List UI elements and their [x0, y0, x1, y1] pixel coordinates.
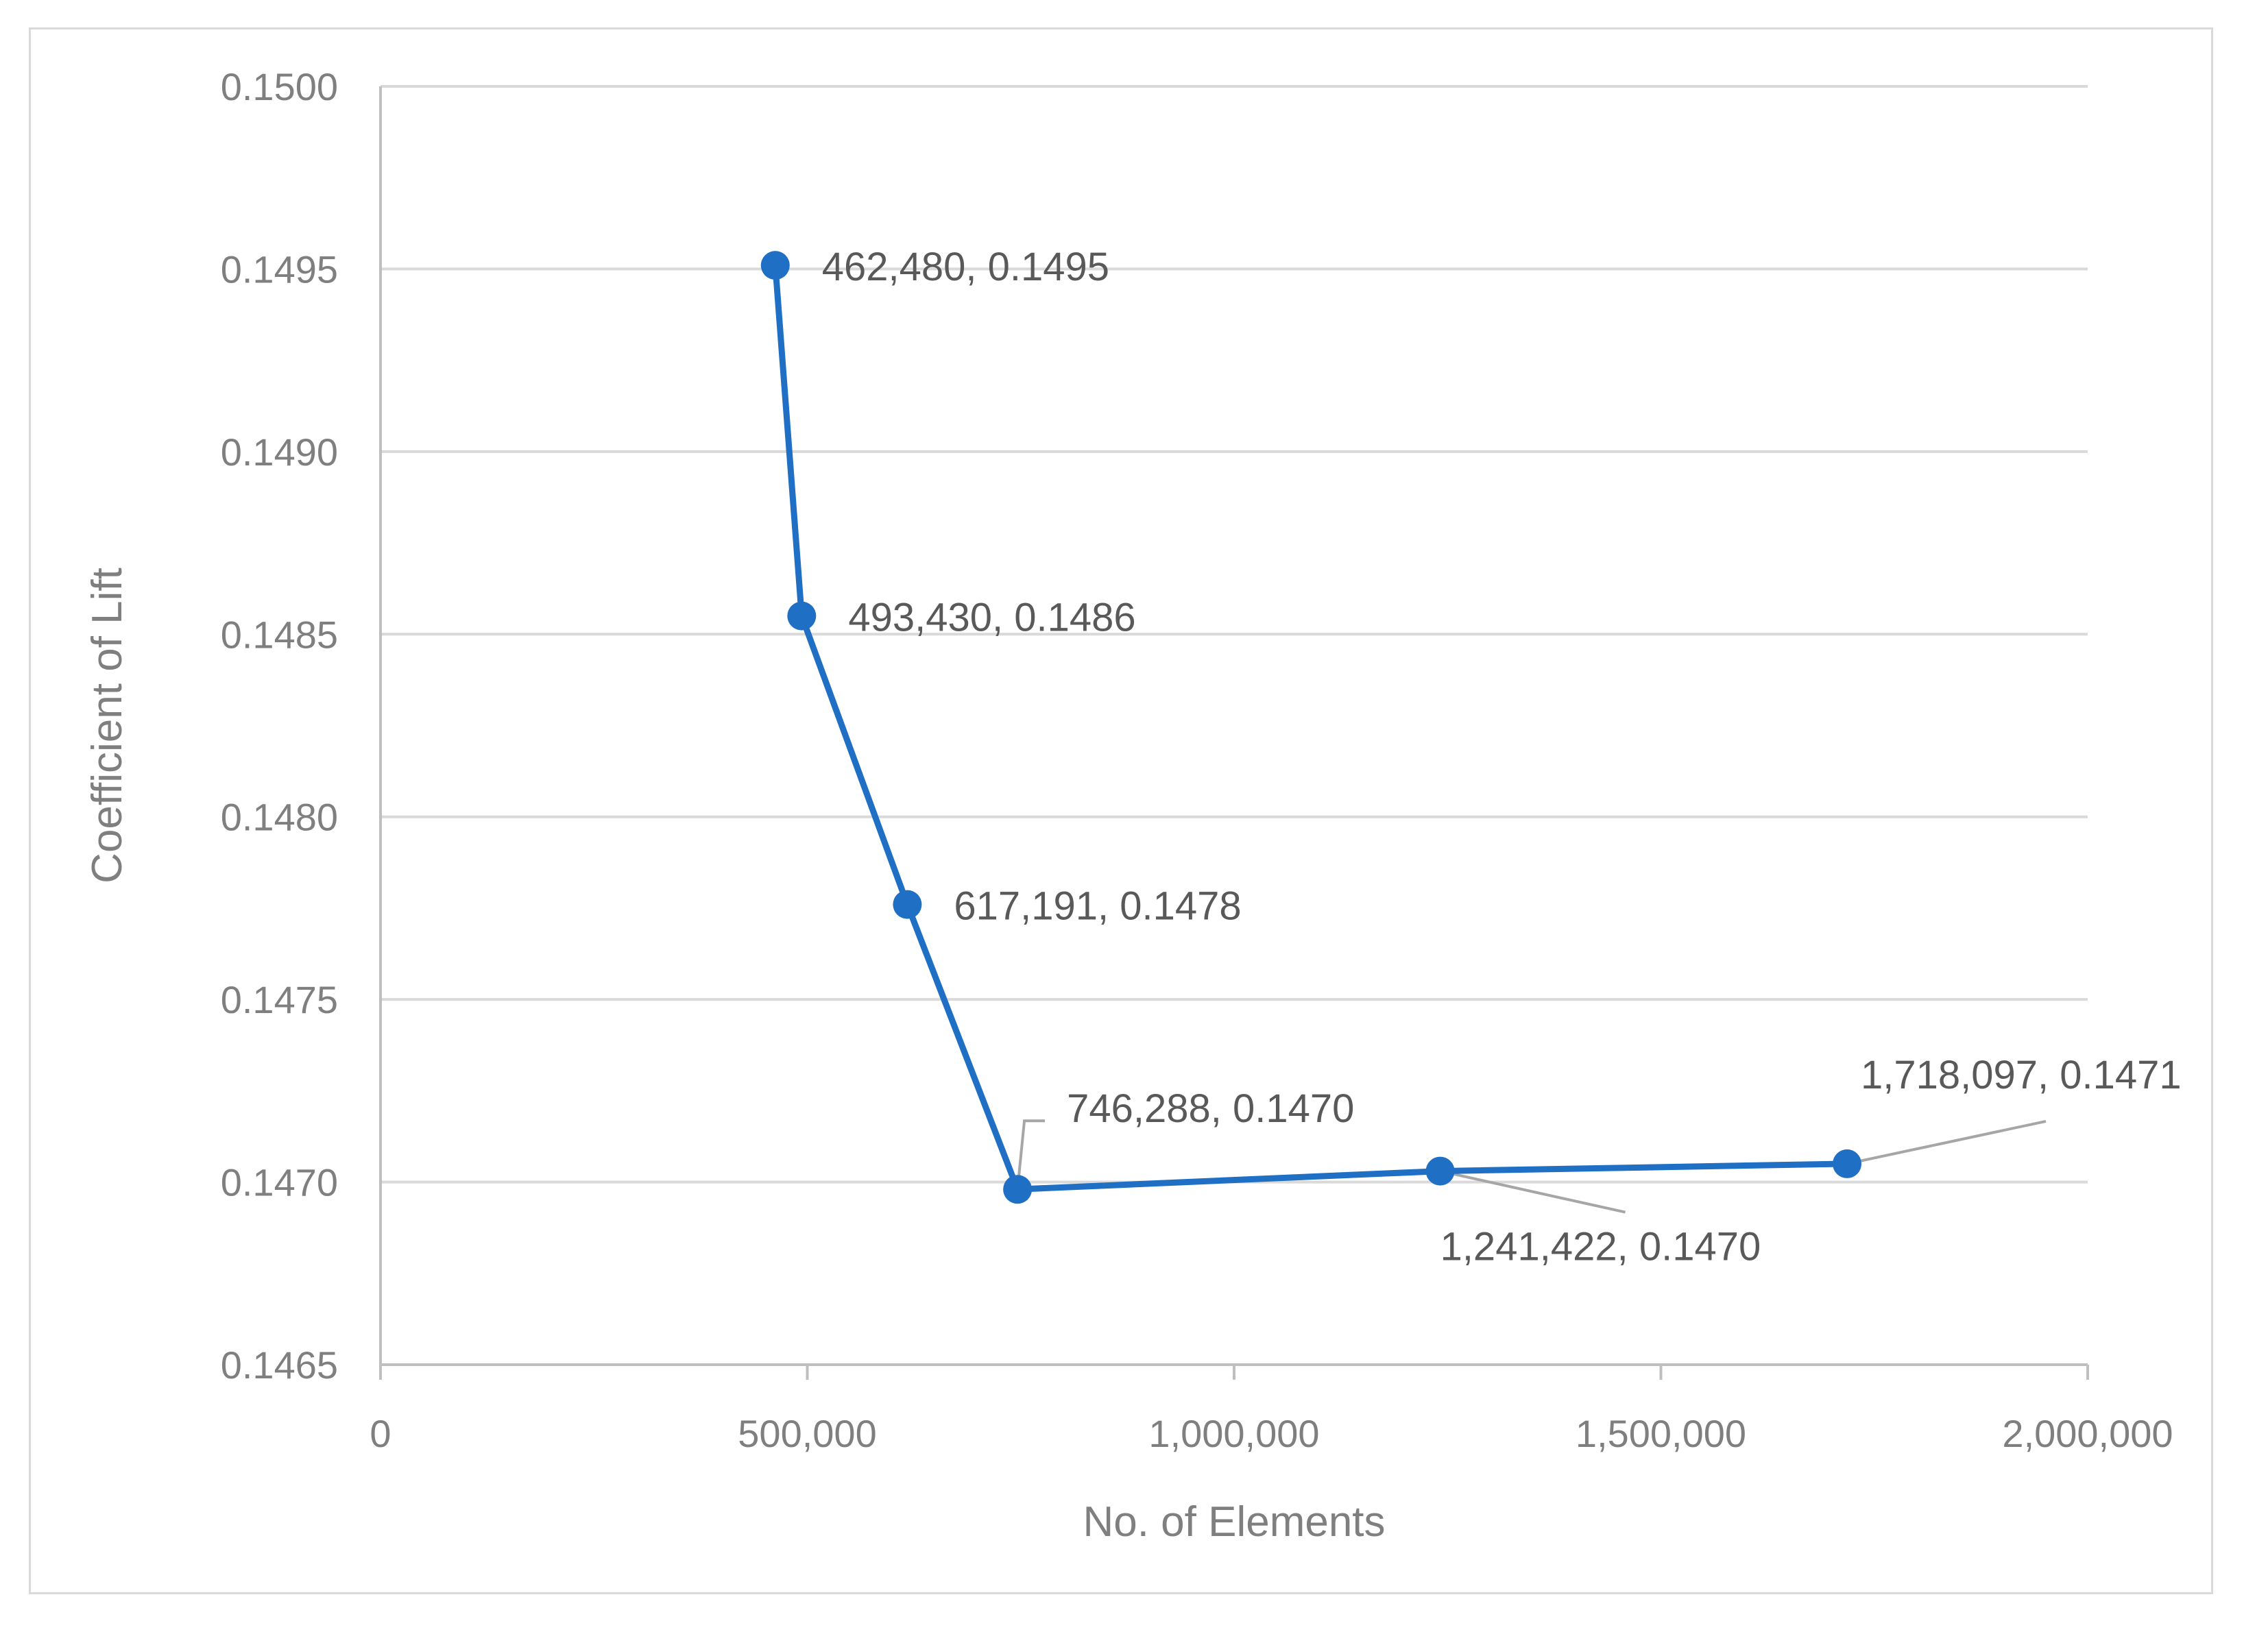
- data-label-leader: [1846, 1119, 2047, 1165]
- data-point-marker: [893, 890, 922, 919]
- data-point-marker: [787, 601, 817, 631]
- data-label-leader: [1440, 1169, 1626, 1214]
- chart-frame: 0.1465 0.1470 0.1475 0.1480 0.1485 0.1490 0.14…: [29, 27, 2213, 1594]
- data-label: 1,718,097, 0.1471: [1861, 1053, 2182, 1097]
- x-tick-labels: 0 500,000 1,000,000 1,500,000 2,000,000: [370, 1412, 2173, 1455]
- data-point-marker: [1833, 1149, 1862, 1178]
- x-tick-label: 0: [370, 1412, 391, 1455]
- data-label: 617,191, 0.1478: [954, 884, 1241, 929]
- gridlines: [381, 85, 2088, 1184]
- y-axis-title: Coefficient of Lift: [84, 568, 131, 884]
- series-line-path: [772, 262, 1850, 1193]
- y-tick-label: 0.1480: [221, 796, 338, 839]
- y-tick-label: 0.1485: [221, 613, 338, 656]
- data-points: [760, 251, 1862, 1204]
- data-point-marker: [1425, 1156, 1455, 1186]
- chart-plot: 0.1465 0.1470 0.1475 0.1480 0.1485 0.1490 0.14…: [84, 65, 2182, 1546]
- series-line: [772, 262, 1850, 1193]
- axes: [379, 86, 2089, 1380]
- data-label: 746,288, 0.1470: [1067, 1086, 1354, 1131]
- data-label: 462,480, 0.1495: [822, 245, 1109, 289]
- label-leader-lines: [1016, 1119, 2047, 1214]
- data-point-marker: [1003, 1175, 1033, 1204]
- x-tick-label: 2,000,000: [2002, 1412, 2173, 1455]
- x-tick-label: 1,000,000: [1148, 1412, 1319, 1455]
- y-tick-labels: 0.1465 0.1470 0.1475 0.1480 0.1485 0.1490 0.14…: [221, 65, 338, 1387]
- y-tick-label: 0.1465: [221, 1343, 338, 1387]
- y-tick-label: 0.1500: [221, 65, 338, 108]
- data-labels: 462,480, 0.1495 493,430, 0.1486 617,191, 0…: [822, 245, 2182, 1269]
- y-tick-label: 0.1495: [221, 247, 338, 291]
- data-label: 493,430, 0.1486: [848, 596, 1135, 640]
- x-tick-label: 1,500,000: [1576, 1412, 1746, 1455]
- y-tick-label: 0.1475: [221, 978, 338, 1021]
- x-tick-label: 500,000: [738, 1412, 876, 1455]
- data-label-leader: [1016, 1119, 1046, 1190]
- y-tick-label: 0.1490: [221, 430, 338, 474]
- y-tick-label: 0.1470: [221, 1161, 338, 1204]
- data-point-marker: [760, 251, 790, 280]
- data-label: 1,241,422, 0.1470: [1440, 1225, 1761, 1269]
- x-axis-title: No. of Elements: [1083, 1498, 1385, 1546]
